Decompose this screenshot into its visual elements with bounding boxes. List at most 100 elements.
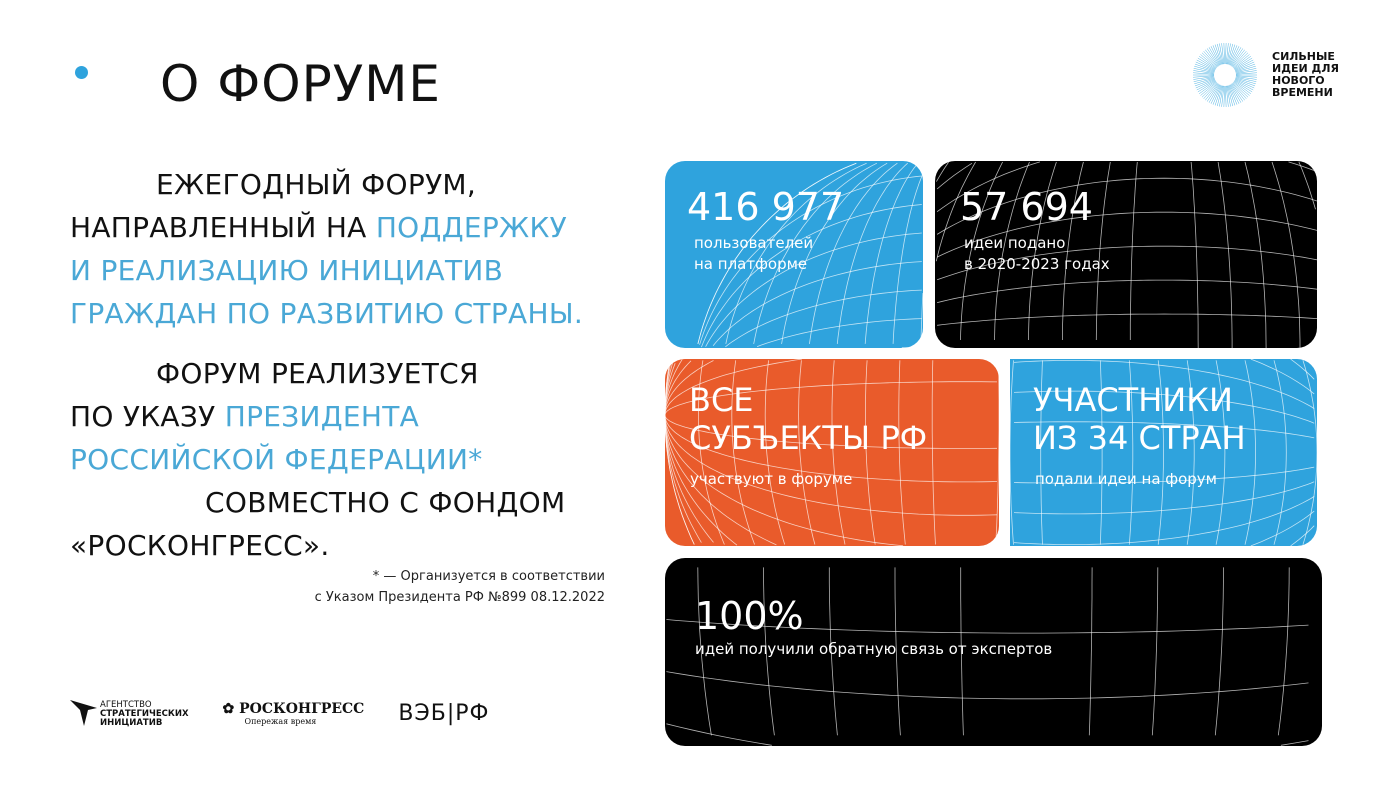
grid-line (1010, 360, 1134, 545)
grid-line (665, 359, 777, 546)
stat-card-ideas: 57 694 идеи подано в 2020-2023 годах (935, 161, 1317, 348)
text-line: ФОРУМ РЕАЛИЗУЕТСЯ (156, 357, 479, 390)
grid-line (920, 292, 923, 344)
grid-line (1129, 161, 1199, 348)
grid-line (665, 360, 904, 546)
grid-line (1290, 359, 1315, 546)
grid-line (936, 162, 973, 190)
stat-value: 100% (695, 594, 804, 638)
grid-line (763, 567, 1290, 736)
page-title: О ФОРУМЕ (160, 55, 441, 113)
grid-line (1215, 360, 1226, 545)
stat-caption: идей получили обратную связь от эксперто… (695, 640, 1053, 658)
grid-line (781, 162, 888, 344)
grid-line (666, 619, 1309, 634)
grid-line (960, 161, 1003, 341)
grid-line (828, 567, 1224, 736)
grid-line (666, 723, 1309, 746)
asi-flag-icon (70, 700, 97, 726)
text-line: ЕЖЕГОДНЫЙ ФОРУМ, (156, 168, 477, 201)
grid-line (936, 177, 1317, 235)
veb-logo: ВЭБ|РФ (398, 700, 490, 726)
grid-line (1157, 360, 1164, 545)
text-line: СОВМЕСТНО С ФОНДОМ (205, 486, 566, 519)
grid-line (1095, 161, 1233, 348)
stat-value: ВСЕ СУБЪЕКТЫ РФ (689, 381, 928, 457)
grid-line (697, 567, 712, 736)
asi-logo: АГЕНТСТВО СТРАТЕГИЧЕСКИХ ИНИЦИАТИВ (70, 698, 189, 728)
grid-line (705, 232, 922, 347)
grid-line (1244, 360, 1256, 545)
stat-caption: пользователей на платформе (694, 234, 814, 273)
grid-line (865, 360, 876, 545)
grid-line (798, 360, 816, 545)
text-part: ПО УКАЗУ (70, 400, 225, 433)
stat-value: 416 977 (687, 185, 845, 229)
stat-card-users: 416 977 пользователей на платформе (665, 161, 923, 348)
partner-logos: АГЕНТСТВО СТРАТЕГИЧЕСКИХ ИНИЦИАТИВ ✿ РОСКО… (70, 698, 489, 728)
footnote: * — Организуется в соответствии с Указом… (315, 566, 605, 608)
grid-line (1273, 360, 1287, 545)
roscongress-logo: ✿ РОСКОНГРЕСС Опережая время (222, 700, 365, 726)
title-bullet (75, 66, 88, 79)
text-line: ПО УКАЗУ ПРЕЗИДЕНТА (70, 395, 565, 438)
grid-line (756, 318, 922, 347)
grid-line (725, 289, 922, 348)
sunburst-icon (1193, 43, 1257, 107)
grid-line (764, 360, 786, 545)
grid-line (936, 161, 943, 167)
globe-grid-decoration (665, 359, 999, 546)
globe-grid-decoration (1010, 359, 1317, 546)
stat-value: УЧАСТНИКИ ИЗ 34 СТРАН (1033, 381, 1246, 457)
grid-line (936, 161, 1317, 213)
stat-value: 57 694 (960, 185, 1093, 229)
grid-line (935, 161, 976, 262)
grid-line (697, 360, 725, 545)
grid-line (894, 567, 1159, 736)
stat-caption: подали идеи на форум (1035, 470, 1217, 488)
highlight-text: ПРЕЗИДЕНТА (224, 400, 420, 433)
grid-line (665, 359, 998, 483)
grid-line (937, 313, 1317, 326)
grid-line (665, 360, 998, 516)
grid-line (836, 162, 908, 344)
grid-line (960, 567, 1093, 736)
highlight-text: РОССИЙСКОЙ ФЕДЕРАЦИИ* (70, 443, 483, 476)
grid-line (809, 162, 898, 344)
grid-line (931, 360, 999, 545)
text-part: НАПРАВЛЕННЫЙ НА (70, 211, 376, 244)
grid-line (892, 174, 923, 344)
grid-line (697, 162, 857, 344)
grid-line (1013, 360, 1315, 545)
grid-line (936, 245, 1317, 281)
grid-line (1028, 161, 1301, 348)
forum-logo: СИЛЬНЫЕ ИДЕИ ДЛЯ НОВОГО ВРЕМЕНИ (1192, 42, 1362, 108)
grid-line (936, 211, 1317, 258)
footnote-line: с Указом Президента РФ №899 08.12.2022 (314, 590, 605, 605)
forum-decree: ФОРУМ РЕАЛИЗУЕТСЯ ПО УКАЗУ ПРЕЗИДЕНТА РО… (70, 352, 565, 567)
stat-caption: идеи подано в 2020-2023 годах (964, 234, 1110, 273)
flower-icon: ✿ (222, 700, 235, 717)
grid-line (753, 162, 878, 344)
grid-line (898, 360, 906, 545)
highlight-text: ГРАЖДАН ПО РАЗВИТИЮ СТРАНЫ. (70, 297, 584, 330)
footnote-line: * — Организуется в соответствии (372, 569, 605, 584)
grid-line (864, 162, 919, 344)
grid-line (1186, 360, 1195, 545)
stat-card-feedback: 100% идей получили обратную связь от экс… (665, 558, 1322, 746)
stat-caption: участвуют в форуме (690, 470, 853, 488)
grid-line (831, 360, 846, 545)
highlight-text: И РЕАЛИЗАЦИЮ ИНИЦИАТИВ (70, 254, 504, 287)
grid-line (1250, 359, 1315, 546)
grid-line (665, 360, 695, 545)
grid-line (1013, 421, 1315, 484)
grid-line (701, 204, 922, 348)
stat-card-countries: УЧАСТНИКИ ИЗ 34 СТРАН подали идеи на фору… (1010, 359, 1317, 546)
forum-description: ЕЖЕГОДНЫЙ ФОРУМ, НАПРАВЛЕННЫЙ НА ПОДДЕРЖ… (70, 163, 583, 335)
grid-line (666, 671, 1309, 700)
text-line: «РОСКОНГРЕСС». (70, 529, 330, 562)
stat-card-regions: ВСЕ СУБЪЕКТЫ РФ участвуют в форуме (665, 359, 999, 546)
grid-line (712, 261, 922, 347)
globe-grid-decoration (697, 162, 923, 348)
grid-line (1302, 360, 1317, 545)
